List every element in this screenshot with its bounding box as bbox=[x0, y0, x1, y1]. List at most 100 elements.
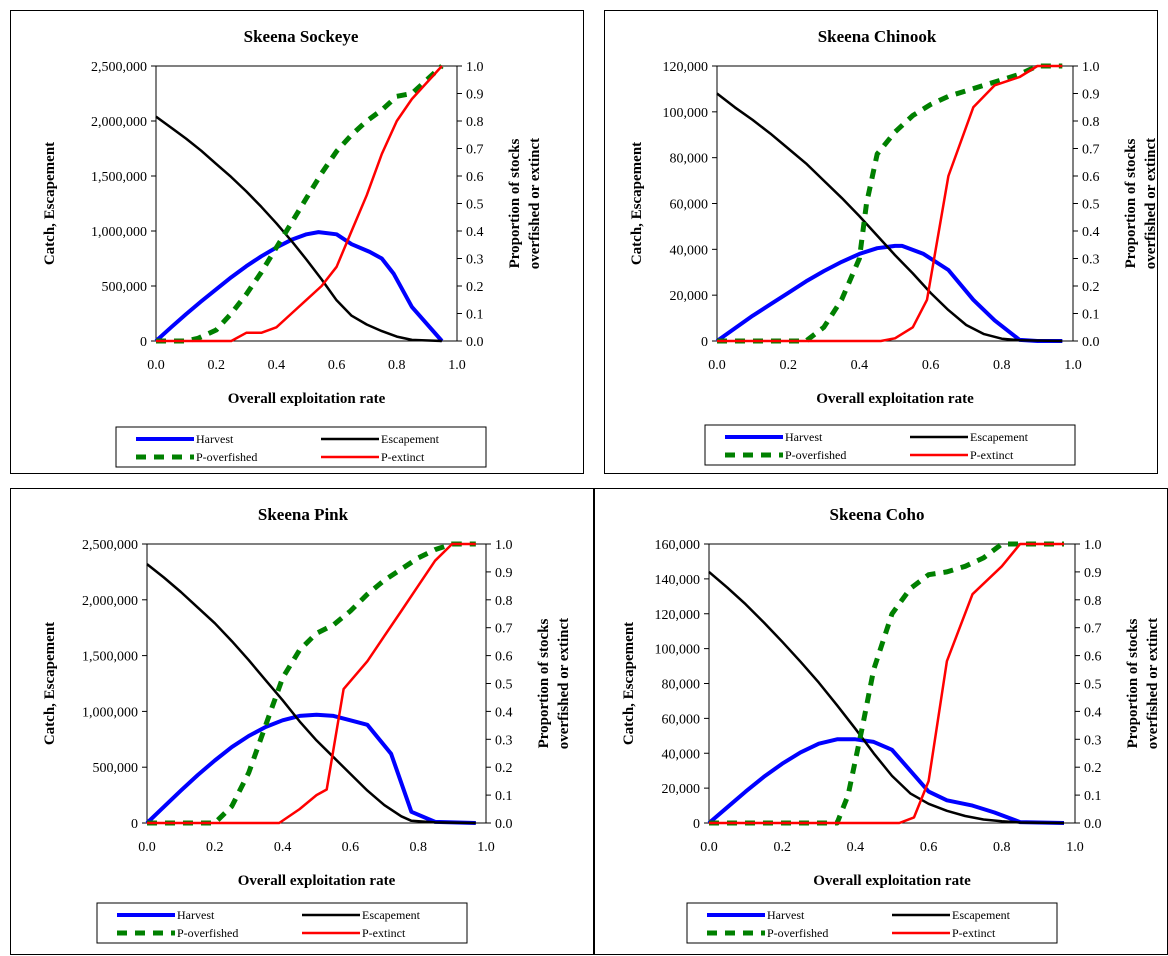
x-axis-label: Overall exploitation rate bbox=[816, 391, 974, 407]
x-tick-label: 0.8 bbox=[409, 840, 427, 855]
legend-label-escapement: Escapement bbox=[970, 430, 1029, 444]
x-tick-label: 0.8 bbox=[388, 358, 406, 373]
right-tick-label: 0.1 bbox=[1084, 789, 1102, 804]
left-tick-label: 2,500,000 bbox=[82, 538, 138, 553]
left-tick-label: 40,000 bbox=[662, 747, 701, 762]
x-tick-label: 0.6 bbox=[342, 840, 360, 855]
chart-title: Skeena Coho bbox=[830, 505, 925, 524]
x-tick-label: 0.4 bbox=[847, 840, 865, 855]
y2-axis-label-line1: Proportion of stocks bbox=[507, 138, 523, 268]
right-tick-label: 0.2 bbox=[1082, 280, 1100, 295]
chart-panel-chinook: Skeena Chinook 0 20,000 40,000 60,000 80,000 1… bbox=[604, 10, 1159, 474]
x-tick-label: 0.2 bbox=[207, 358, 225, 373]
left-tick-label: 80,000 bbox=[662, 678, 701, 693]
chart-panel-pink: Skeena Pink 0 500,000 1,000,000 1,500,000 2,0… bbox=[10, 488, 594, 955]
left-tick-label: 500,000 bbox=[93, 761, 139, 776]
y-axis-label: Catch, Escapement bbox=[42, 622, 58, 745]
left-tick-label: 100,000 bbox=[655, 643, 701, 658]
chart-title: Skeena Pink bbox=[258, 505, 349, 524]
x-tick-label: 1.0 bbox=[477, 840, 495, 855]
right-tick-label: 0.1 bbox=[495, 789, 513, 804]
right-tick-label: 0.9 bbox=[1082, 88, 1100, 103]
series-line-escapement bbox=[155, 115, 442, 343]
series-line-harvest bbox=[707, 737, 1065, 825]
right-tick-label: 0.3 bbox=[495, 733, 513, 748]
y-axis-label: Catch, Escapement bbox=[621, 622, 637, 745]
series-line-escapement bbox=[146, 563, 476, 825]
series-line-p-overfished bbox=[147, 541, 476, 826]
x-tick-label: 0.4 bbox=[274, 840, 292, 855]
right-tick-label: 1.0 bbox=[1082, 60, 1100, 75]
left-tick-label: 1,500,000 bbox=[91, 170, 147, 185]
left-tick-label: 40,000 bbox=[670, 243, 709, 258]
right-tick-label: 0.5 bbox=[466, 198, 484, 213]
left-tick-label: 0 bbox=[131, 817, 138, 832]
right-tick-label: 0.8 bbox=[466, 115, 484, 130]
x-tick-label: 0.2 bbox=[779, 358, 797, 373]
y-axis-label: Catch, Escapement bbox=[629, 142, 645, 265]
series-line-p-overfished bbox=[709, 541, 1064, 826]
legend-label-p-extinct: P-extinct bbox=[381, 450, 425, 464]
legend-label-harvest: Harvest bbox=[785, 430, 823, 444]
right-tick-label: 0.8 bbox=[1084, 594, 1102, 609]
legend-label-p-extinct: P-extinct bbox=[952, 926, 996, 940]
legend-label-escapement: Escapement bbox=[952, 908, 1011, 922]
left-tick-label: 160,000 bbox=[655, 538, 701, 553]
right-tick-label: 0.2 bbox=[466, 280, 484, 295]
left-tick-label: 0 bbox=[693, 817, 700, 832]
x-axis-label: Overall exploitation rate bbox=[813, 873, 971, 889]
left-tick-label: 60,000 bbox=[670, 198, 709, 213]
legend-box bbox=[96, 902, 468, 944]
right-tick-label: 0.1 bbox=[1082, 308, 1100, 323]
x-tick-label: 0.4 bbox=[851, 358, 869, 373]
legend-label-p-overfished: P-overfished bbox=[196, 450, 257, 464]
x-tick-label: 0.0 bbox=[700, 840, 718, 855]
legend-label-p-overfished: P-overfished bbox=[767, 926, 828, 940]
right-tick-label: 0.0 bbox=[1084, 817, 1102, 832]
x-tick-label: 0.2 bbox=[206, 840, 224, 855]
y-axis-label: Catch, Escapement bbox=[42, 142, 58, 265]
right-tick-label: 0.3 bbox=[466, 253, 484, 268]
right-tick-label: 0.5 bbox=[1082, 198, 1100, 213]
y2-axis-label-line2: overfished or extinct bbox=[527, 138, 543, 269]
series-line-p-extinct bbox=[156, 65, 443, 343]
right-tick-label: 1.0 bbox=[495, 538, 513, 553]
series-line-p-overfished bbox=[717, 63, 1063, 344]
chart-panel-sockeye: Skeena Sockeye 0 500,000 1,000,000 1,500,000… bbox=[10, 10, 584, 474]
left-tick-label: 100,000 bbox=[663, 106, 709, 121]
right-tick-label: 1.0 bbox=[466, 60, 484, 75]
legend-label-escapement: Escapement bbox=[381, 432, 440, 446]
left-tick-label: 80,000 bbox=[670, 152, 709, 167]
left-tick-label: 1,500,000 bbox=[82, 650, 138, 665]
right-tick-label: 0.3 bbox=[1084, 733, 1102, 748]
x-tick-label: 0.6 bbox=[328, 358, 346, 373]
chart-svg-sockeye: Skeena Sockeye 0 500,000 1,000,000 1,500,000… bbox=[42, 27, 543, 468]
legend-label-harvest: Harvest bbox=[767, 908, 805, 922]
right-tick-label: 0.4 bbox=[1082, 225, 1100, 240]
x-tick-label: 0.0 bbox=[138, 840, 156, 855]
right-tick-label: 0.4 bbox=[466, 225, 484, 240]
right-tick-label: 0.7 bbox=[1084, 622, 1102, 637]
right-tick-label: 0.3 bbox=[1082, 253, 1100, 268]
x-axis-label: Overall exploitation rate bbox=[228, 391, 386, 407]
right-tick-label: 0.9 bbox=[495, 566, 513, 581]
legend-box bbox=[115, 426, 487, 468]
right-tick-label: 0.7 bbox=[1082, 143, 1100, 158]
right-tick-label: 0.1 bbox=[466, 308, 484, 323]
legend-box bbox=[686, 902, 1058, 944]
left-tick-label: 120,000 bbox=[655, 608, 701, 623]
left-tick-label: 20,000 bbox=[670, 289, 709, 304]
right-tick-label: 0.6 bbox=[495, 650, 513, 665]
left-tick-label: 1,000,000 bbox=[82, 705, 138, 720]
y2-axis-label-line1: Proportion of stocks bbox=[1125, 618, 1141, 748]
series-line-p-extinct bbox=[717, 64, 1063, 343]
left-tick-label: 0 bbox=[140, 335, 147, 350]
x-tick-label: 0.0 bbox=[708, 358, 726, 373]
left-tick-label: 500,000 bbox=[102, 280, 148, 295]
y2-axis-label-line2: overfished or extinct bbox=[556, 618, 572, 749]
right-tick-label: 1.0 bbox=[1084, 538, 1102, 553]
y2-axis-label-line1: Proportion of stocks bbox=[536, 618, 552, 748]
legend-label-harvest: Harvest bbox=[177, 908, 215, 922]
y2-axis-label-line1: Proportion of stocks bbox=[1123, 138, 1139, 268]
legend-label-p-extinct: P-extinct bbox=[970, 448, 1014, 462]
